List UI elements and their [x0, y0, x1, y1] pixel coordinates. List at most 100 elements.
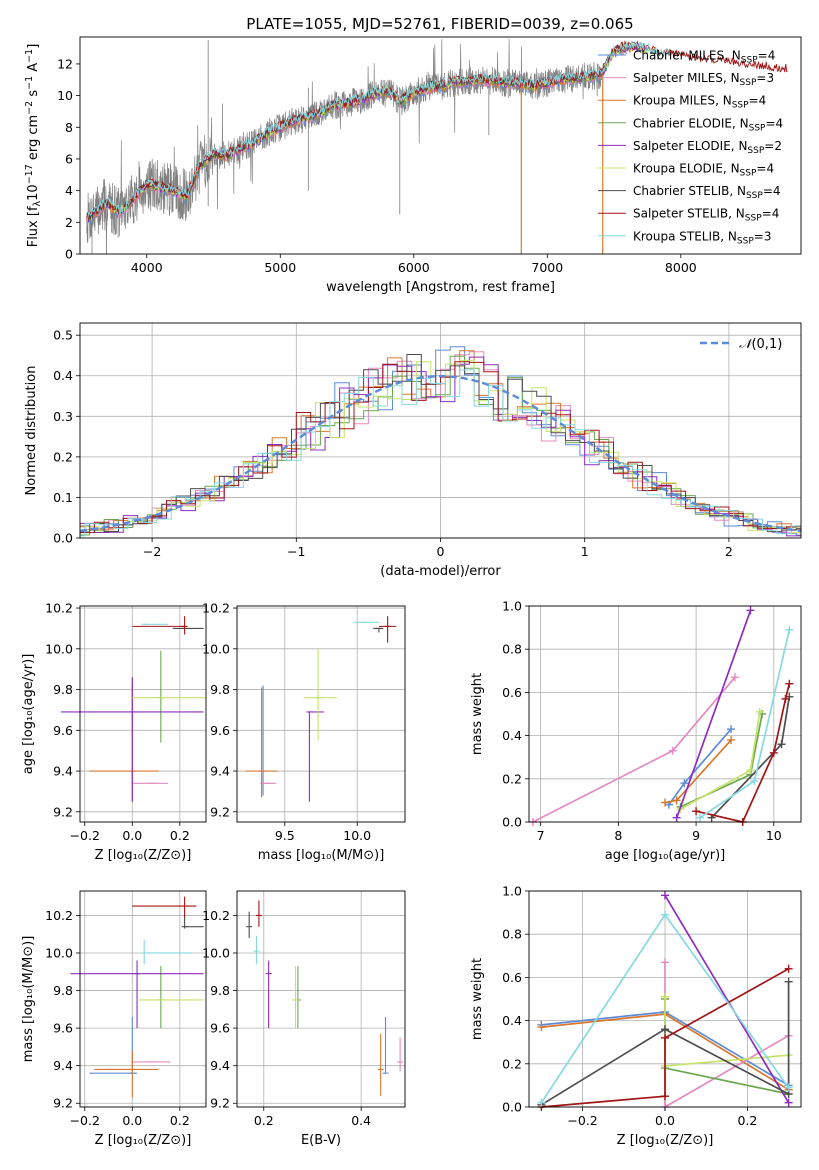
- errorbar-point: [382, 1016, 389, 1074]
- y-tick-label: 0: [65, 247, 73, 262]
- legend-n: N: [731, 71, 740, 85]
- weight-marker: [672, 796, 681, 805]
- axes-frame: [236, 890, 406, 1108]
- weight-marker: [750, 776, 759, 785]
- weight-marker: [537, 1023, 546, 1032]
- y-axis-label-part: −17: [24, 164, 35, 184]
- legend-nssp: 4: [772, 207, 780, 221]
- y-axis-label-part: 10: [26, 184, 41, 201]
- weight-marker: [784, 964, 793, 973]
- legend-name: Salpeter STELIB: [633, 207, 728, 221]
- axes-weight-vs-age: 7 8 9 10 0.0 0.2 0.4 0.6 0.8 1.0 age [log₁₀(age/yr…: [470, 599, 802, 863]
- x-tick-label: 5000: [264, 260, 296, 275]
- y-tick-label: 9.4: [53, 764, 73, 779]
- legend-sub: SSP: [746, 191, 763, 201]
- spectrum-model-line: [86, 42, 649, 222]
- legend-nssp: 4: [759, 94, 767, 108]
- axes-mass-vs-EBV: 0.2 0.4 9.2 9.4 9.6 9.8 10.0 10.2 E(B-V): [202, 890, 406, 1148]
- figure-title: PLATE=1055, MJD=52761, FIBERID=0039, z=0…: [246, 15, 633, 33]
- weight-marker: [672, 813, 681, 822]
- x-axis-label: (data-model)/error: [380, 564, 501, 579]
- axes-weight-vs-Z: −0.2 0.0 0.2 0.0 0.2 0.4 0.6 0.8 1.0 Z [log₁₀(Z/Z…: [470, 884, 802, 1148]
- weight-marker: [746, 766, 755, 775]
- errorbar-point: [377, 1033, 384, 1096]
- x-axis-label: Z [log₁₀(Z/Z⊙)]: [617, 1133, 714, 1148]
- y-axis-label: Flux [fλ10−17 erg cm−2 s−1 A−1]: [24, 44, 43, 248]
- legend-sep: ,: [723, 71, 731, 85]
- weight-marker: [784, 977, 793, 986]
- y-tick-label: 9.8: [210, 983, 230, 998]
- errorbar-point: [89, 685, 159, 800]
- errorbar-point: [245, 687, 278, 798]
- x-tick-label: 7: [537, 828, 545, 843]
- y-tick-label: 9.6: [53, 723, 73, 738]
- legend-nssp: 4: [773, 184, 781, 198]
- legend-n: N: [738, 139, 747, 153]
- axes-residuals: −2 −1 0 1 2 0.0 0.1 0.2 0.3 0.4 0.5 (data-model)/er…: [24, 322, 802, 579]
- weight-line: [532, 676, 736, 823]
- legend-sub: SSP: [749, 123, 766, 133]
- x-tick-label: −0.2: [567, 1113, 597, 1128]
- x-tick-label: 6000: [398, 260, 430, 275]
- legend-sub: SSP: [740, 78, 757, 88]
- y-axis-label-part: ]: [26, 44, 41, 49]
- y-tick-label: 9.4: [53, 1058, 73, 1073]
- histogram-step: [80, 354, 801, 533]
- plot-area-age-vs-Z: [60, 616, 206, 802]
- errorbar-point: [70, 960, 204, 1029]
- errorbar-point: [292, 966, 299, 1029]
- y-tick-label: 0.3: [53, 409, 73, 424]
- weight-marker: [746, 606, 755, 615]
- errorbar-point: [157, 650, 164, 743]
- errorbar-point: [303, 648, 337, 741]
- weight-line: [675, 610, 752, 818]
- errorbar-point: [253, 936, 260, 965]
- errorbar-point: [157, 966, 164, 1029]
- legend-n: N: [740, 116, 749, 130]
- x-tick-label: 0.0: [122, 828, 142, 843]
- x-tick-label: 8: [614, 828, 622, 843]
- y-tick-label: 9.2: [210, 804, 230, 819]
- x-tick-label: 0.2: [737, 1113, 757, 1128]
- legend-entry: Salpeter MILES, NSSP=3: [633, 71, 774, 88]
- legend-eq: =: [765, 116, 775, 130]
- legend-sub: SSP: [737, 236, 754, 246]
- legend-eq: =: [764, 139, 774, 153]
- legend-sep: ,: [731, 139, 739, 153]
- legend-n: N: [732, 49, 741, 63]
- legend-nssp: 4: [768, 49, 776, 63]
- y-tick-label: 8: [65, 120, 73, 135]
- y-tick-label: 0.5: [53, 328, 73, 343]
- weight-marker: [781, 694, 790, 703]
- legend-nssp: 4: [766, 162, 774, 176]
- x-tick-label: 10.0: [343, 828, 371, 843]
- y-tick-label: 0.2: [502, 771, 522, 786]
- y-axis-label-part: −1: [24, 49, 35, 63]
- legend-name: Kroupa MILES: [633, 94, 715, 108]
- spectrum-data-line: [86, 38, 602, 254]
- weight-marker: [730, 673, 739, 682]
- y-axis-label-part: erg cm: [26, 115, 41, 164]
- spectrum-model-line: [86, 41, 671, 221]
- x-axis-label: Z [log₁₀(Z/Z⊙)]: [95, 1133, 192, 1148]
- legend-sep: ,: [729, 184, 737, 198]
- y-tick-label: 10.2: [202, 908, 230, 923]
- legend-sub: SSP: [740, 169, 757, 179]
- weight-line: [710, 696, 791, 819]
- legend-entry: Salpeter STELIB, NSSP=4: [633, 207, 779, 224]
- weight-marker: [661, 1092, 669, 1101]
- axes-age-vs-Z: −0.2 0.0 0.2 9.2 9.4 9.6 9.8 10.0 10.2 Z [log₁₀(Z…: [21, 601, 207, 863]
- legend-sep: ,: [728, 207, 736, 221]
- weight-marker: [785, 679, 794, 688]
- legend-entry: Chabrier STELIB, NSSP=4: [633, 184, 781, 201]
- weight-marker: [727, 725, 736, 734]
- legend-n: N: [723, 94, 732, 108]
- x-tick-label: −0.2: [70, 1113, 100, 1128]
- y-tick-label: 9.4: [210, 764, 230, 779]
- x-tick-label: −2: [143, 544, 161, 559]
- legend-eq: =: [749, 94, 759, 108]
- plot-area-residuals: [80, 346, 801, 538]
- x-tick-label: 8000: [665, 260, 697, 275]
